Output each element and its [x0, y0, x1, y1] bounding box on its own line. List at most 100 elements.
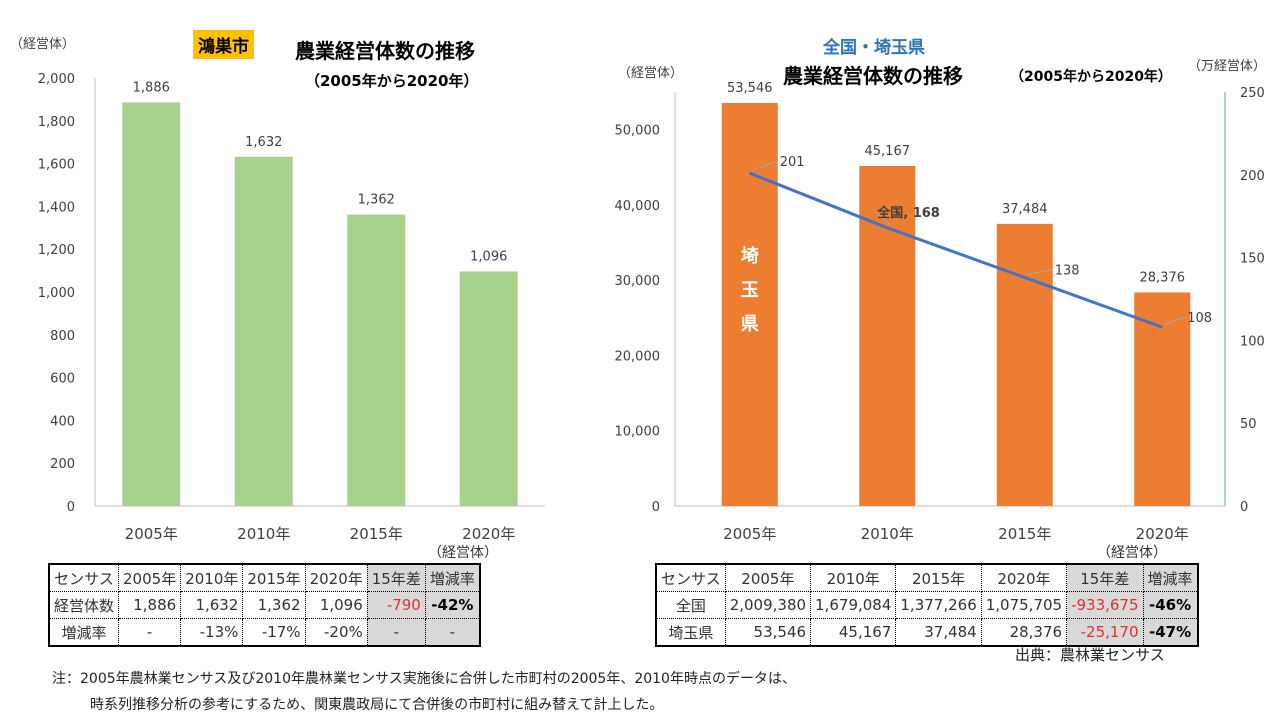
table-cell: 1,377,266	[895, 591, 982, 619]
right-x-tick: 2010年	[861, 525, 914, 543]
table-row: 経営体数 1,886 1,632 1,362 1,096 -790 -42%	[48, 591, 481, 619]
table-cell: 53,546	[724, 618, 812, 647]
line-label-leader	[874, 211, 891, 226]
left-x-tick: 2020年	[462, 525, 515, 543]
table-cell: 全国	[654, 591, 726, 619]
table-cell: 2010年	[810, 563, 897, 592]
right-x-tick: 2015年	[998, 525, 1051, 543]
line-value-label: 138	[1055, 263, 1080, 278]
left-y-tick: 200	[50, 457, 75, 472]
table-cell: 経営体数	[48, 591, 120, 619]
left-y-tick: 1,800	[38, 115, 75, 130]
left-table-unit: （経営体）	[428, 545, 498, 561]
right-bar-value: 28,376	[1140, 270, 1186, 285]
footnote-line1: 注：2005年農林業センサス及び2010年農林業センサス実施後に合併した市町村の…	[52, 671, 796, 687]
table-cell: センサス	[48, 563, 120, 592]
table-cell: 2005年	[724, 563, 812, 592]
table-cell: 1,362	[242, 591, 306, 619]
footnote-line2: 時系列推移分析の参考にするため、関東農政局にて合併後の市町村に組み替えて計上した…	[90, 697, 664, 713]
bar-series-label: 埼	[741, 245, 759, 267]
table-cell: -47%	[1142, 618, 1199, 647]
right-x-tick: 2020年	[1136, 525, 1189, 543]
right-right-y-tick: 0	[1240, 500, 1248, 515]
left-bar	[347, 214, 406, 507]
line-label-leader	[1165, 316, 1186, 325]
right-right-y-tick: 250	[1240, 86, 1265, 101]
left-chart-subtitle: （2005年から2020年）	[305, 72, 479, 90]
table-cell: -17%	[242, 618, 306, 647]
right-left-y-tick: 50,000	[615, 124, 661, 139]
left-table: センサス 2005年 2010年 2015年 2020年 15年差 増減率 経営体数 1,886…	[48, 563, 481, 647]
table-cell: センサス	[654, 563, 726, 592]
right-bar	[1134, 292, 1191, 506]
table-row: 全国 2,009,380 1,679,084 1,377,266 1,075,705 -9…	[654, 591, 1199, 619]
right-right-y-tick: 150	[1240, 252, 1265, 267]
table-cell: 37,484	[895, 618, 982, 647]
line-label-leader	[752, 160, 778, 171]
left-y-tick: 1,200	[38, 243, 75, 258]
table-cell: 2,009,380	[724, 591, 812, 619]
table-cell: 1,632	[180, 591, 244, 619]
right-left-y-tick: 40,000	[615, 199, 661, 214]
table-header: センサス 2005年 2010年 2015年 2020年 15年差 増減率	[48, 563, 481, 592]
left-x-tick: 2010年	[237, 525, 290, 543]
table-cell: 増減率	[424, 563, 481, 592]
left-y-tick: 1,600	[38, 158, 75, 173]
left-bar-value: 1,632	[245, 135, 282, 150]
left-bar-value: 1,886	[133, 80, 170, 95]
table-cell: 15年差	[366, 563, 426, 592]
table-cell: 増減率	[1142, 563, 1199, 592]
table-row: 埼玉県 53,546 45,167 37,484 28,376 -25,170 -47%	[654, 618, 1199, 647]
left-x-tick: 2005年	[125, 525, 178, 543]
bar-series-label: 玉	[741, 280, 759, 301]
line-value-label: 全国, 168	[876, 205, 940, 221]
table-cell: 2015年	[242, 563, 306, 592]
right-x-tick: 2005年	[723, 525, 776, 543]
city-badge: 鴻巣市	[193, 30, 254, 59]
right-bar	[996, 223, 1053, 506]
left-y-tick: 0	[67, 500, 75, 515]
table-cell: 埼玉県	[654, 618, 726, 647]
table-cell: -933,675	[1066, 591, 1144, 619]
table-cell: -13%	[180, 618, 244, 647]
table-row: 増減率 - -13% -17% -20% - -	[48, 618, 481, 647]
right-bar-value: 53,546	[727, 81, 773, 96]
left-bar-value: 1,362	[358, 193, 395, 208]
line-value-label: 108	[1187, 311, 1212, 326]
table-cell: 15年差	[1066, 563, 1144, 592]
right-right-y-tick: 200	[1240, 169, 1265, 184]
table-cell: -	[118, 618, 182, 647]
right-chart-subtitle: （2005年から2020年）	[1010, 69, 1172, 85]
table-cell: 1,075,705	[980, 591, 1068, 619]
left-y-tick: 400	[50, 414, 75, 429]
right-right-axis-label: （万経営体）	[1188, 59, 1266, 74]
left-y-tick: 600	[50, 372, 75, 387]
right-bar-value: 45,167	[865, 144, 911, 159]
right-left-y-tick: 10,000	[615, 425, 661, 440]
right-left-y-tick: 20,000	[615, 349, 661, 364]
table-cell: 2005年	[118, 563, 182, 592]
table-cell: -46%	[1142, 591, 1199, 619]
table-cell: 1,679,084	[810, 591, 897, 619]
table-cell: 28,376	[980, 618, 1068, 647]
bar-series-label: 県	[741, 314, 759, 335]
right-chart-title2: 農業経営体数の推移	[783, 64, 963, 88]
left-y-tick: 800	[50, 329, 75, 344]
line-label-leader	[1027, 268, 1053, 275]
line-value-label: 201	[780, 155, 805, 170]
right-bar	[721, 102, 778, 507]
left-bar-value: 1,096	[470, 249, 507, 264]
right-left-y-tick: 0	[652, 500, 660, 515]
left-bar	[459, 271, 518, 506]
table-cell: -20%	[304, 618, 368, 647]
table-cell: 増減率	[48, 618, 120, 647]
left-bar	[234, 156, 293, 506]
table-cell: -	[366, 618, 426, 647]
right-table-unit: （経営体）	[1097, 545, 1167, 561]
right-left-y-tick: 30,000	[615, 274, 661, 289]
table-cell: -42%	[424, 591, 481, 619]
left-y-tick: 1,000	[38, 286, 75, 301]
right-table: センサス 2005年 2010年 2015年 2020年 15年差 増減率 全国 2,009,3…	[654, 563, 1199, 647]
left-x-tick: 2015年	[350, 525, 403, 543]
source-note: 出典：農林業センサス	[1015, 646, 1165, 664]
